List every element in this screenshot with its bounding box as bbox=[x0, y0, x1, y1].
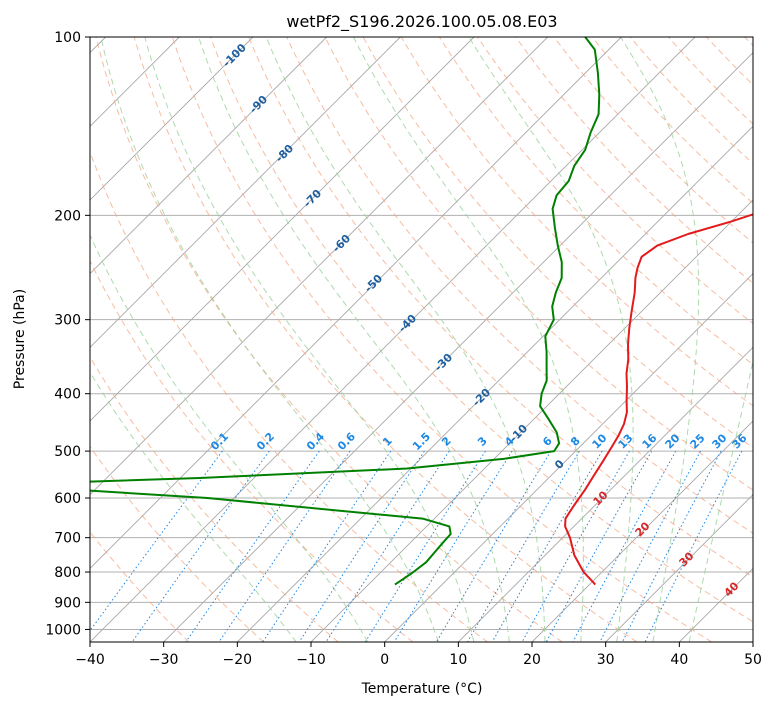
x-axis-label: Temperature (°C) bbox=[361, 681, 483, 697]
dry-adiabat-line bbox=[324, 37, 753, 491]
mixing-ratio-line bbox=[393, 450, 513, 642]
profile-lines bbox=[90, 37, 753, 586]
axes: −40 −30 −20 −10 0 10 20 30 40 50 100 200 300 400 500 60… bbox=[45, 30, 762, 668]
moist-adiabat-line bbox=[265, 37, 546, 642]
dry-adiabat-line bbox=[248, 37, 753, 578]
isotherm-line bbox=[163, 52, 753, 642]
mixing-ratio-line bbox=[491, 450, 603, 642]
mixing-ratio-line bbox=[90, 450, 223, 632]
y-tick-label: 1000 bbox=[45, 622, 81, 638]
mixing-ratio-line bbox=[298, 450, 425, 642]
isotherm-line bbox=[605, 494, 753, 642]
moist-adiabat-line bbox=[688, 358, 753, 642]
mixing-ratio-line bbox=[185, 450, 320, 642]
x-tick-label: −40 bbox=[75, 652, 105, 668]
isotherm-line bbox=[90, 37, 327, 275]
isotherm-line bbox=[90, 37, 548, 496]
moist-adiabat-line bbox=[620, 37, 700, 642]
dry-adiabat-line bbox=[400, 37, 753, 407]
moist-adiabat-line bbox=[353, 37, 584, 642]
y-tick-label: 600 bbox=[54, 491, 81, 507]
mixing-ratio-line bbox=[218, 450, 351, 642]
y-axis-label: Pressure (hPa) bbox=[12, 289, 28, 389]
moist-adiabat-line bbox=[144, 37, 475, 642]
isotherm-line bbox=[531, 420, 753, 642]
x-tick-label: 10 bbox=[449, 652, 467, 668]
isotherm-line bbox=[458, 346, 753, 642]
dry-adiabat-line bbox=[90, 445, 264, 642]
y-tick-label: 300 bbox=[54, 313, 81, 329]
dry-adiabat-line bbox=[591, 37, 753, 204]
isotherm-line bbox=[752, 641, 753, 642]
isotherm-line bbox=[237, 125, 753, 642]
mixing-ratio-line bbox=[644, 450, 743, 642]
background-lines bbox=[90, 37, 753, 642]
isotherm-line bbox=[90, 37, 401, 348]
plot-background bbox=[90, 37, 753, 642]
x-tick-label: 0 bbox=[380, 652, 389, 668]
x-tick-label: −30 bbox=[149, 652, 179, 668]
dry-adiabat-line bbox=[362, 37, 753, 449]
y-tick-label: 200 bbox=[54, 208, 81, 224]
y-tick-label: 800 bbox=[54, 565, 81, 581]
y-tick-label: 700 bbox=[54, 531, 81, 547]
dry-adiabat-line bbox=[133, 37, 638, 642]
temperature-profile-line bbox=[564, 213, 753, 586]
chart-title: wetPf2_S196.2026.100.05.08.E03 bbox=[286, 12, 557, 32]
x-tick-label: 50 bbox=[744, 652, 762, 668]
isotherm-line bbox=[90, 37, 622, 569]
isotherm-line bbox=[90, 37, 696, 642]
x-tick-label: −10 bbox=[296, 652, 326, 668]
moist-adiabat-line bbox=[198, 37, 510, 642]
isotherm-line bbox=[384, 273, 753, 642]
dry-adiabat-line bbox=[210, 37, 753, 623]
dry-adiabat-line bbox=[515, 37, 753, 284]
dry-adiabat-line bbox=[477, 37, 753, 325]
mixing-ratio-line bbox=[262, 450, 392, 642]
mixing-ratio-line bbox=[621, 450, 722, 642]
x-tick-label: 40 bbox=[670, 652, 688, 668]
mixing-ratio-line bbox=[572, 450, 677, 642]
dewpoint-profile-line bbox=[90, 37, 601, 586]
mixing-ratio-line bbox=[545, 450, 653, 642]
y-tick-label: 100 bbox=[54, 30, 81, 46]
mixing-ratio-line bbox=[521, 450, 630, 642]
y-tick-label: 500 bbox=[54, 444, 81, 460]
isotherm-line bbox=[90, 37, 254, 201]
x-tick-label: −20 bbox=[223, 652, 253, 668]
x-tick-label: 20 bbox=[523, 652, 541, 668]
dry-adiabat-line bbox=[171, 37, 712, 642]
isotherm-line bbox=[90, 37, 475, 422]
x-tick-label: 30 bbox=[597, 652, 615, 668]
y-tick-label: 400 bbox=[54, 387, 81, 403]
moist-adiabat-line bbox=[100, 37, 439, 642]
plot-frame bbox=[89, 36, 754, 643]
moist-adiabat-line bbox=[90, 371, 297, 642]
dry-adiabat-line bbox=[629, 37, 753, 165]
y-tick-label: 900 bbox=[54, 595, 81, 611]
mixing-ratio-line bbox=[599, 450, 701, 642]
moist-adiabat-line bbox=[90, 233, 369, 642]
